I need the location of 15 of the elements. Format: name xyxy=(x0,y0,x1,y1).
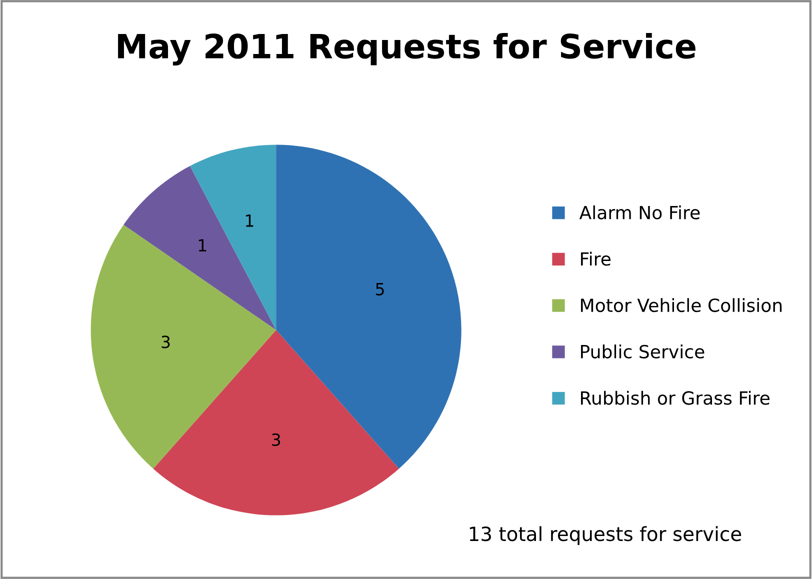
legend-label: Public Service xyxy=(581,344,704,358)
data-label: 1 xyxy=(246,214,254,227)
text: 13 total requests for service xyxy=(470,526,742,545)
legend-label: Fire xyxy=(581,252,611,266)
pie-slice xyxy=(153,330,399,516)
legend-label: Rubbish or Grass Fire xyxy=(581,390,770,405)
pie-slice xyxy=(124,166,276,330)
data-label: 3 xyxy=(272,433,280,446)
pie-slice xyxy=(190,144,276,330)
legend-label: Motor Vehicle Collision xyxy=(581,298,782,312)
data-label: 3 xyxy=(162,336,170,348)
data-label: 5 xyxy=(376,283,384,296)
chart-title: May 2011 Requests for Service xyxy=(118,32,696,66)
data-label: 1 xyxy=(198,239,206,252)
legend-label: Alarm No Fire xyxy=(579,205,700,220)
